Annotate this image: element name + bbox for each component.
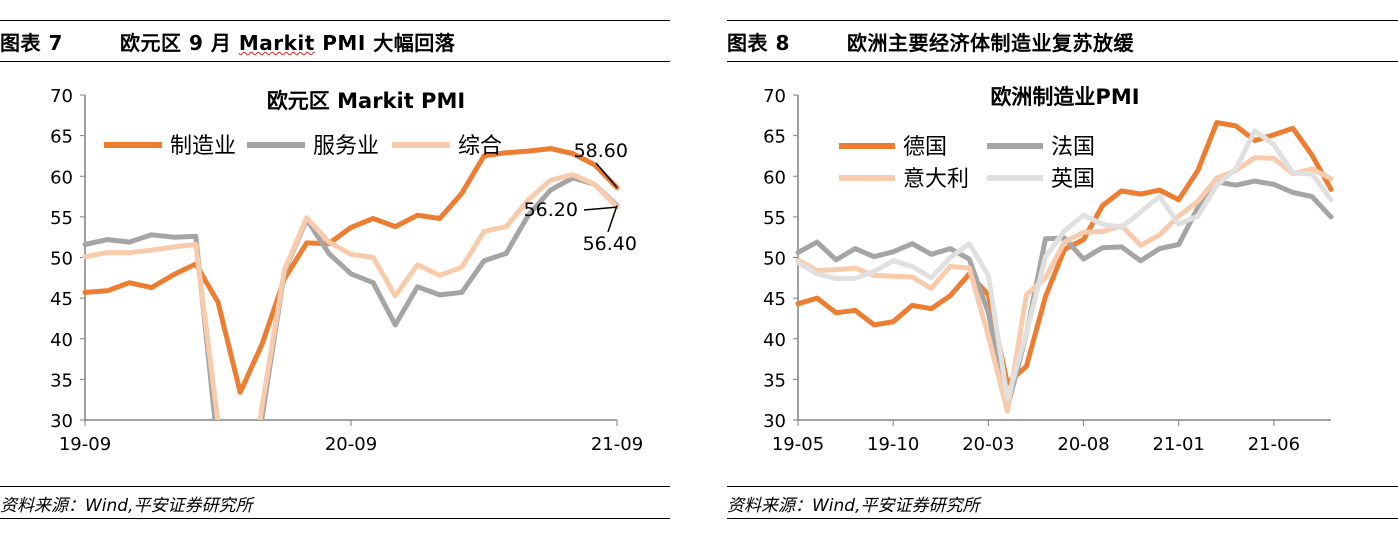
series-group (82, 146, 620, 420)
annotation-leader (583, 206, 618, 211)
figure-title-markit: Markit (238, 31, 315, 55)
y-tick-label: 30 (763, 411, 786, 432)
top-rule (727, 20, 1398, 21)
figure-title-post: PMI 大幅回落 (314, 31, 456, 55)
y-tick-label: 40 (50, 330, 73, 351)
y-tick-label: 55 (50, 208, 73, 229)
y-tick-label: 60 (50, 167, 73, 188)
series-line-1 (82, 146, 620, 395)
annotation-composite: 56.20 (524, 199, 578, 221)
y-tick-label: 45 (763, 289, 786, 310)
source-top-rule (0, 486, 670, 487)
y-tick-label: 70 (763, 86, 786, 107)
title-rule (0, 61, 670, 62)
top-rule (0, 20, 670, 21)
chart-title: 欧洲制造业PMI (990, 85, 1139, 109)
bottom-rule (0, 518, 670, 519)
series-group (795, 120, 1334, 414)
y-tick-label: 45 (50, 289, 73, 310)
source-top-rule (727, 486, 1398, 487)
y-tick-label: 35 (763, 370, 786, 391)
x-tick-label: 21-09 (591, 434, 643, 455)
legend-label: 综合 (458, 134, 502, 159)
x-tick-label: 21-06 (1248, 434, 1300, 455)
y-tick-label: 40 (763, 330, 786, 351)
annotation-leader (595, 162, 618, 189)
chart-title: 欧元区 Markit PMI (267, 89, 465, 113)
y-tick-label: 65 (50, 127, 73, 148)
x-tick-label: 21-01 (1153, 434, 1205, 455)
bottom-rule (727, 518, 1398, 519)
x-tick-label: 19-09 (59, 434, 111, 455)
annotation-leader (607, 205, 618, 233)
legend-label: 制造业 (170, 134, 236, 159)
source-note: 资料来源：Wind,平安证券研究所 (727, 496, 980, 516)
figure-title-pre: 欧元区 9 月 (120, 31, 239, 55)
y-tick-label: 50 (50, 249, 73, 270)
series-line-2 (795, 178, 1334, 411)
figure-title: 图表 7 欧元区 9 月 Markit PMI 大幅回落 (0, 27, 455, 56)
x-tick-label: 20-08 (1057, 434, 1109, 455)
chart-europe-manufacturing-pmi: 30 35 40 45 50 55 60 65 70 19-05 19-10 20-03 20-08 21… (763, 85, 1334, 455)
chart-euro-pmi: 30 35 40 45 50 55 60 65 70 19-09 20-09 21-09 欧元区 Mar… (50, 86, 643, 455)
series-line-2 (82, 175, 620, 420)
series-line-3 (795, 155, 1334, 414)
y-tick-label: 50 (763, 249, 786, 270)
legend-label: 意大利 (903, 167, 969, 192)
legend-label: 法国 (1051, 135, 1095, 160)
series-line-4 (795, 128, 1334, 402)
figure-title-text: 欧洲主要经济体制造业复苏放缓 (847, 31, 1134, 55)
series-line-1 (795, 120, 1334, 386)
figure-number: 图表 7 (0, 31, 63, 55)
x-tick-label: 20-09 (325, 434, 377, 455)
y-tick-label: 60 (763, 167, 786, 188)
x-tick-label: 20-03 (962, 434, 1014, 455)
y-tick-label: 65 (763, 127, 786, 148)
figure-title: 图表 8 欧洲主要经济体制造业复苏放缓 (727, 27, 1134, 56)
legend-label: 英国 (1051, 167, 1095, 192)
source-note: 资料来源：Wind,平安证券研究所 (0, 496, 253, 516)
y-tick-label: 55 (763, 208, 786, 229)
y-tick-label: 70 (50, 86, 73, 107)
y-tick-label: 35 (50, 370, 73, 391)
right-figure-panel: 图表 8 欧洲主要经济体制造业复苏放缓 30 35 40 45 50 55 60 65 70 19-… (727, 0, 1398, 540)
legend-label: 德国 (903, 135, 947, 160)
series-line-3 (82, 172, 620, 420)
x-tick-label: 19-05 (772, 434, 824, 455)
left-figure-panel: 图表 7 欧元区 9 月 Markit PMI 大幅回落 30 35 40 45 50 55… (0, 0, 670, 540)
title-rule (727, 61, 1398, 62)
x-tick-label: 19-10 (867, 434, 919, 455)
figure-number: 图表 8 (727, 31, 790, 55)
y-tick-label: 30 (50, 411, 73, 432)
annotation-services: 56.40 (583, 233, 637, 255)
legend-label: 服务业 (313, 134, 379, 159)
annotation-manufacturing: 58.60 (574, 140, 628, 162)
